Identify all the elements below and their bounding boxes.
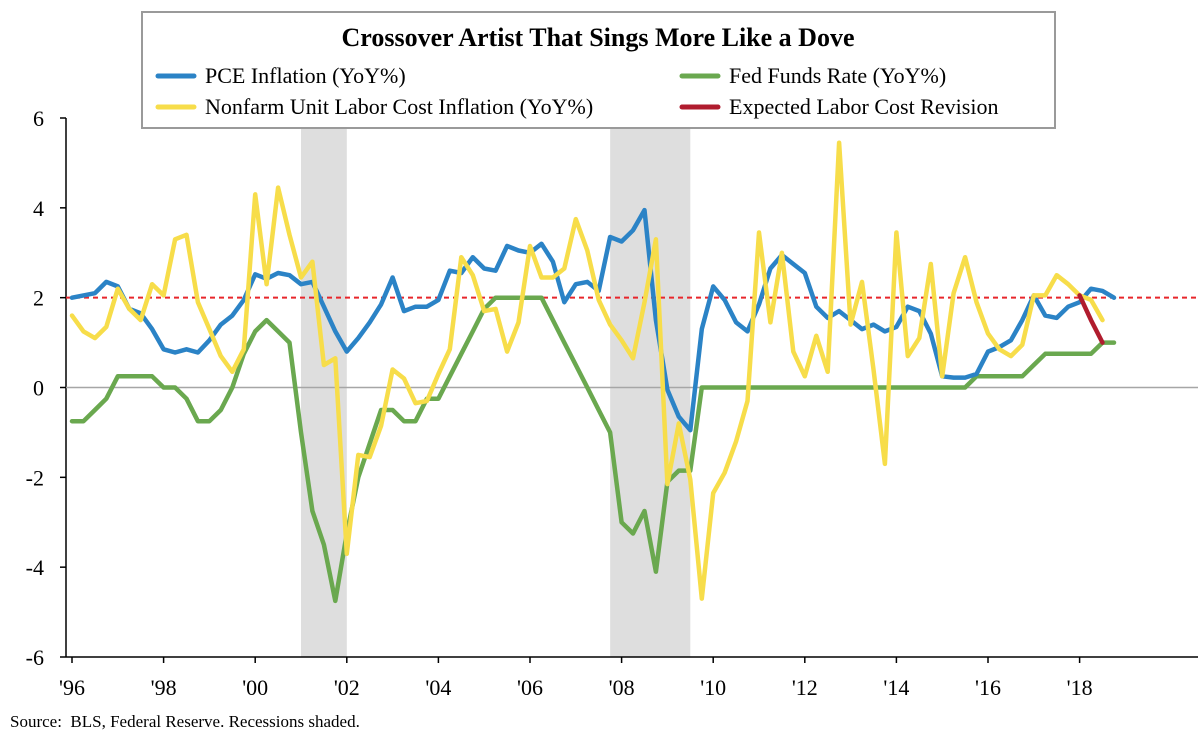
- x-tick-label: '08: [609, 675, 635, 700]
- x-tick-label: '12: [792, 675, 818, 700]
- y-tick-label: 0: [33, 376, 44, 401]
- chart-title: Crossover Artist That Sings More Like a …: [341, 23, 854, 52]
- y-tick-label: -4: [26, 555, 44, 580]
- y-tick-label: -2: [26, 465, 44, 490]
- x-ticks: '96 '98 '00 '02 '04 '06 '08 '10 '12 '14 '16 '18: [59, 657, 1093, 700]
- y-tick-label: -6: [26, 645, 44, 670]
- x-tick-label: '02: [334, 675, 360, 700]
- legend-label-pce: PCE Inflation (YoY%): [205, 63, 406, 88]
- x-tick-label: '98: [151, 675, 177, 700]
- legend-label-labor-cost: Nonfarm Unit Labor Cost Inflation (YoY%): [205, 94, 593, 119]
- legend-label-fed-funds: Fed Funds Rate (YoY%): [729, 63, 946, 88]
- y-tick-label: 2: [33, 286, 44, 311]
- series-line-labor-cost: [69, 140, 1105, 601]
- x-tick-label: '06: [517, 675, 543, 700]
- x-tick-label: '16: [975, 675, 1001, 700]
- x-tick-label: '18: [1067, 675, 1093, 700]
- legend-label-revision: Expected Labor Cost Revision: [729, 94, 998, 119]
- series-line-revision: [1077, 293, 1105, 345]
- x-tick-label: '14: [883, 675, 909, 700]
- y-tick-label: 4: [33, 196, 44, 221]
- x-tick-label: '04: [425, 675, 451, 700]
- series-lines: [69, 140, 1117, 604]
- x-tick-label: '10: [700, 675, 726, 700]
- x-tick-label: '96: [59, 675, 85, 700]
- series-line-pce: [69, 295, 1117, 604]
- legend-box: Crossover Artist That Sings More Like a …: [141, 11, 1056, 129]
- y-tick-label: 6: [33, 106, 44, 131]
- source-note: Source: BLS, Federal Reserve. Recessions…: [10, 712, 360, 731]
- y-ticks: 6 4 2 0 -2 -4 -6: [26, 106, 66, 670]
- x-tick-label: '00: [242, 675, 268, 700]
